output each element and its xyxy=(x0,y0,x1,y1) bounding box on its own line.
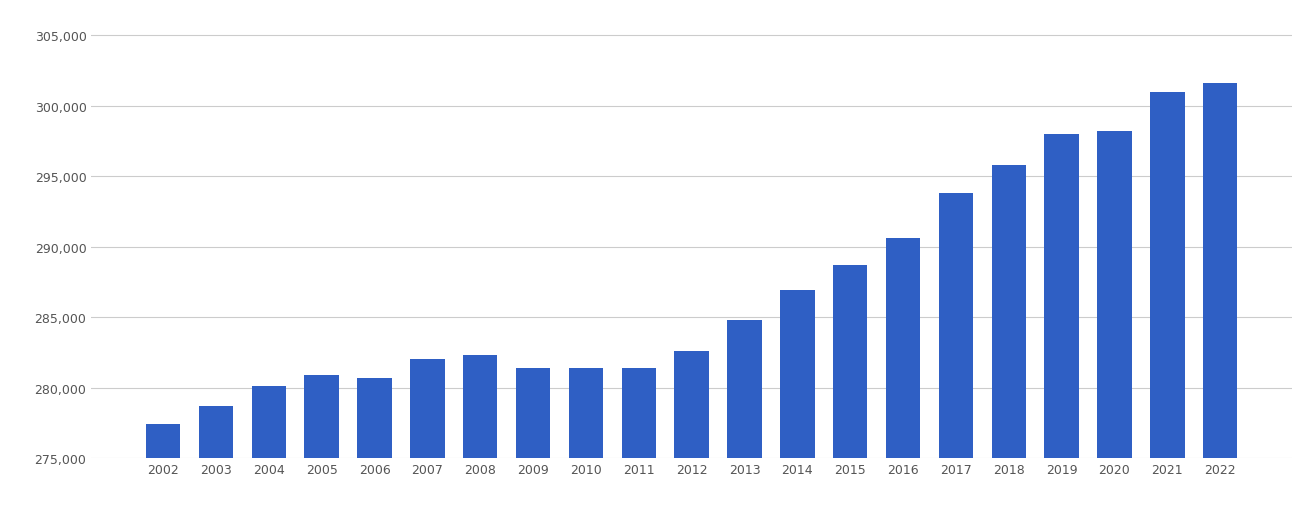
Bar xyxy=(410,360,445,509)
Bar xyxy=(198,406,234,509)
Bar xyxy=(675,351,709,509)
Bar xyxy=(146,425,180,509)
Bar xyxy=(938,194,974,509)
Bar xyxy=(833,266,868,509)
Bar xyxy=(252,386,286,509)
Bar xyxy=(1044,135,1079,509)
Bar xyxy=(304,375,339,509)
Bar xyxy=(992,166,1026,509)
Bar xyxy=(621,368,656,509)
Bar xyxy=(886,239,920,509)
Bar xyxy=(569,368,603,509)
Bar xyxy=(358,378,392,509)
Bar xyxy=(727,320,762,509)
Bar xyxy=(1203,84,1237,509)
Bar xyxy=(463,355,497,509)
Bar xyxy=(1098,132,1131,509)
Bar xyxy=(515,368,551,509)
Bar xyxy=(780,291,814,509)
Bar xyxy=(1150,93,1185,509)
